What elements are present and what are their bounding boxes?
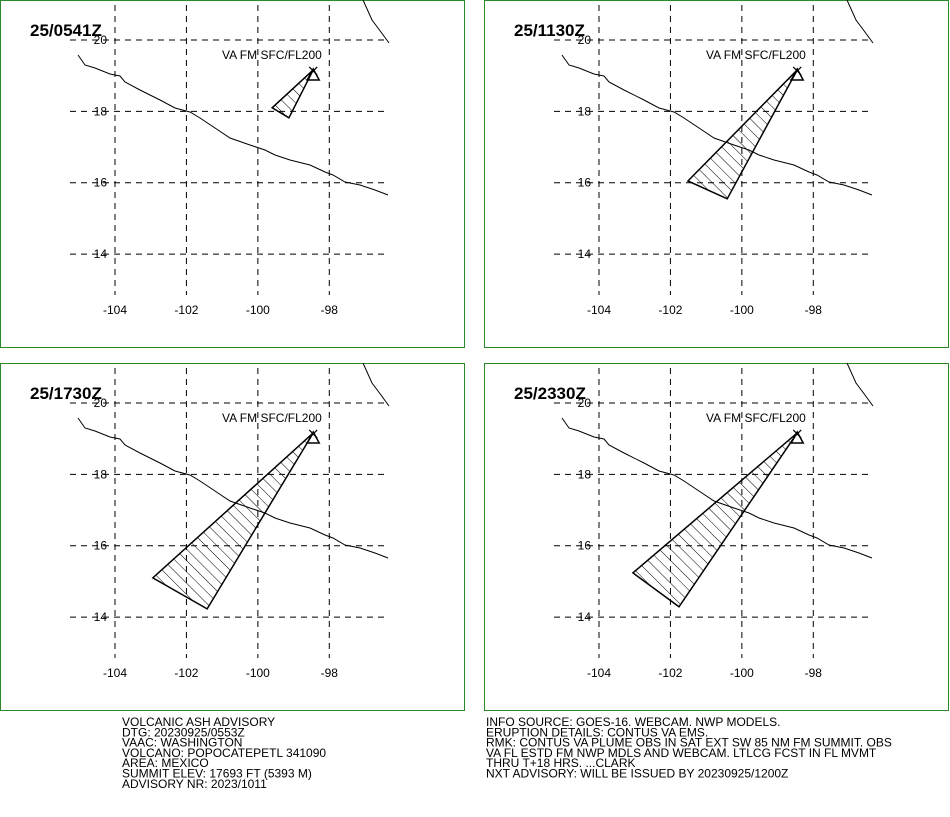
- advisory-line: VAAC: WASHINGTON: [122, 736, 242, 750]
- x-tick-label: -98: [321, 303, 339, 317]
- advisory-line: ERUPTION DETAILS: CONTUS VA EMS.: [486, 725, 708, 739]
- map-panel: -104 -102 -100 -98 20 18 16 14 25/2330Z VA FM SFC…: [484, 362, 949, 711]
- valid-time: 25/1730Z: [30, 384, 102, 403]
- x-tick-label: -104: [103, 666, 127, 680]
- advisory-line: RMK: CONTUS VA PLUME OBS IN SAT EXT SW 8…: [486, 736, 892, 750]
- x-tick-label: -98: [321, 666, 339, 680]
- advisory-line: VOLCANO: POPOCATEPETL 341090: [122, 746, 326, 760]
- coastline: [362, 0, 390, 44]
- x-tick-label: -104: [587, 303, 611, 317]
- y-tick-label: 18: [578, 467, 592, 481]
- y-tick-label: 14: [578, 247, 592, 261]
- advisory-line: DTG: 20230925/0553Z: [122, 725, 245, 739]
- x-tick-label: -98: [805, 303, 823, 317]
- volcano-x: [308, 429, 318, 439]
- y-tick-label: 16: [94, 176, 108, 190]
- ash-level-label: VA FM SFC/FL200: [222, 411, 322, 425]
- advisory-line: VOLCANIC ASH ADVISORY: [122, 715, 275, 729]
- x-tick-label: -102: [174, 303, 198, 317]
- x-tick-label: -100: [730, 303, 754, 317]
- advisory-line: ADVISORY NR: 2023/1011: [122, 777, 267, 791]
- x-tick-label: -104: [103, 303, 127, 317]
- panel-border: [484, 0, 949, 348]
- advisory-line: INFO SOURCE: GOES-16. WEBCAM. NWP MODELS…: [486, 715, 781, 729]
- y-tick-label: 16: [578, 539, 592, 553]
- panel-border: [0, 0, 465, 348]
- ash-level-label: VA FM SFC/FL200: [222, 48, 322, 62]
- valid-time: 25/1130Z: [514, 21, 585, 40]
- ash-plume: [686, 69, 798, 200]
- coastline: [846, 0, 874, 44]
- y-tick-label: 14: [94, 610, 108, 624]
- coastline: [561, 417, 873, 559]
- y-tick-label: 18: [94, 467, 108, 481]
- y-tick-label: 18: [94, 104, 108, 118]
- advisory-line: SUMMIT ELEV: 17693 FT (5393 M): [122, 767, 312, 781]
- coastline: [77, 417, 389, 559]
- x-tick-label: -104: [587, 666, 611, 680]
- ash-plume: [270, 69, 314, 119]
- valid-time: 25/0541Z: [30, 21, 102, 40]
- ash-plume: [631, 432, 798, 608]
- volcano-x: [792, 66, 802, 76]
- x-tick-label: -102: [174, 666, 198, 680]
- y-tick-label: 20: [94, 33, 108, 47]
- y-tick-label: 20: [94, 396, 108, 410]
- y-tick-label: 14: [578, 610, 592, 624]
- x-tick-label: -100: [246, 666, 270, 680]
- ash-plume: [151, 432, 314, 610]
- ash-level-label: VA FM SFC/FL200: [706, 48, 806, 62]
- volcano-x: [308, 66, 318, 76]
- y-tick-label: 20: [578, 33, 592, 47]
- valid-time: 25/2330Z: [514, 384, 586, 403]
- panel-border: [0, 363, 465, 711]
- y-tick-label: 16: [94, 539, 108, 553]
- map-panel: -104 -102 -100 -98 20 18 16 14 25/1130Z VA FM SFC…: [484, 0, 949, 348]
- map-panel: -104 -102 -100 -98 20 18 16 14 25/1730Z VA FM SFC…: [0, 362, 465, 711]
- x-tick-label: -102: [658, 303, 682, 317]
- y-tick-label: 20: [578, 396, 592, 410]
- coastline: [362, 362, 390, 407]
- advisory-line: VA FL ESTD FM NWP MDLS AND WEBCAM. LTLCG…: [486, 746, 877, 760]
- panel-border: [484, 363, 949, 711]
- volcano-x: [792, 429, 802, 439]
- advisory-line: AREA: MEXICO: [122, 756, 209, 770]
- x-tick-label: -98: [805, 666, 823, 680]
- y-tick-label: 14: [94, 247, 108, 261]
- map-panel: -104 -102 -100 -98 20 18 16 14 25/0541Z VA FM SFC…: [0, 0, 465, 348]
- coastline: [77, 54, 389, 196]
- y-tick-label: 16: [578, 176, 592, 190]
- advisory-line: NXT ADVISORY: WILL BE ISSUED BY 20230925…: [486, 767, 788, 781]
- x-tick-label: -100: [246, 303, 270, 317]
- y-tick-label: 18: [578, 104, 592, 118]
- x-tick-label: -100: [730, 666, 754, 680]
- ash-level-label: VA FM SFC/FL200: [706, 411, 806, 425]
- x-tick-label: -102: [658, 666, 682, 680]
- coastline: [846, 362, 874, 407]
- coastline: [561, 54, 873, 196]
- advisory-line: THRU T+18 HRS. ...CLARK: [486, 756, 635, 770]
